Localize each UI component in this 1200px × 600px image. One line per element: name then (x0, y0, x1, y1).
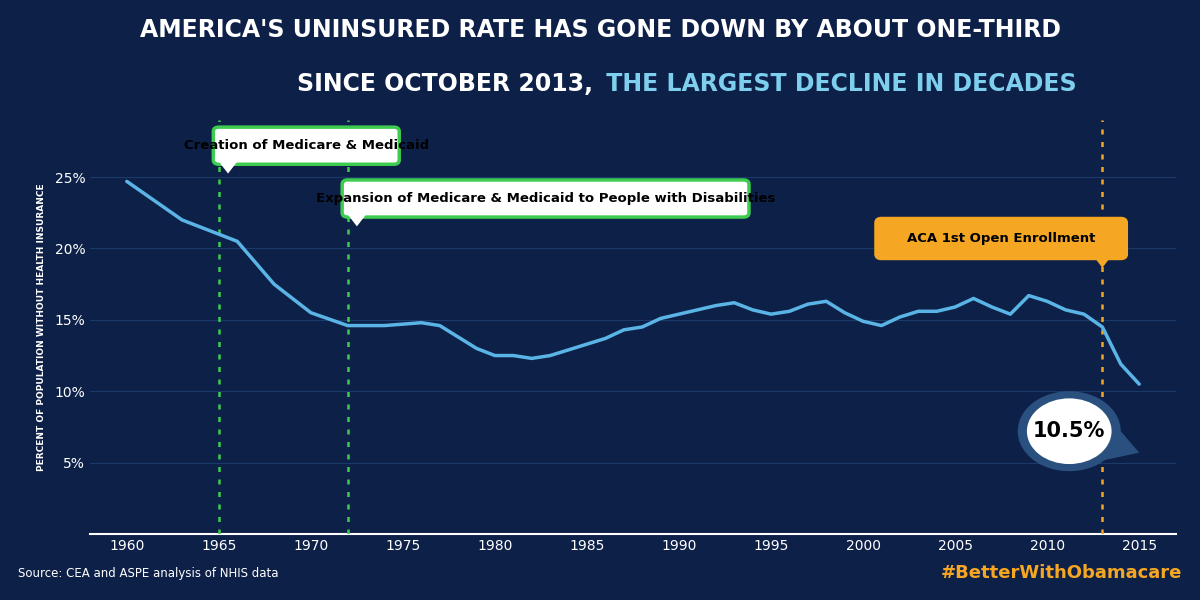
Text: Source: CEA and ASPE analysis of NHIS data: Source: CEA and ASPE analysis of NHIS da… (18, 566, 278, 580)
Text: Expansion of Medicare & Medicaid to People with Disabilities: Expansion of Medicare & Medicaid to Peop… (316, 192, 775, 205)
Circle shape (1018, 391, 1121, 471)
Text: AMERICA'S UNINSURED RATE HAS GONE DOWN BY ABOUT ONE-THIRD: AMERICA'S UNINSURED RATE HAS GONE DOWN B… (139, 18, 1061, 42)
Text: SINCE OCTOBER 2013,: SINCE OCTOBER 2013, (296, 72, 593, 96)
FancyBboxPatch shape (342, 180, 749, 217)
Polygon shape (346, 212, 368, 226)
Circle shape (1027, 398, 1111, 464)
FancyBboxPatch shape (214, 127, 400, 164)
Text: THE LARGEST DECLINE IN DECADES: THE LARGEST DECLINE IN DECADES (598, 72, 1076, 96)
Polygon shape (1091, 253, 1114, 268)
Polygon shape (217, 159, 239, 173)
Text: SINCE OCTOBER 2013, THE LARGEST DECLINE IN DECADES: SINCE OCTOBER 2013, THE LARGEST DECLINE … (212, 72, 988, 96)
Text: Creation of Medicare & Medicaid: Creation of Medicare & Medicaid (184, 139, 428, 152)
FancyBboxPatch shape (876, 218, 1127, 259)
Text: 10.5%: 10.5% (1033, 421, 1105, 441)
Text: #BetterWithObamacare: #BetterWithObamacare (941, 564, 1182, 582)
Text: ACA 1st Open Enrollment: ACA 1st Open Enrollment (907, 232, 1096, 245)
Y-axis label: PERCENT OF POPULATION WITHOUT HEALTH INSURANCE: PERCENT OF POPULATION WITHOUT HEALTH INS… (37, 183, 46, 471)
Polygon shape (1073, 427, 1139, 467)
